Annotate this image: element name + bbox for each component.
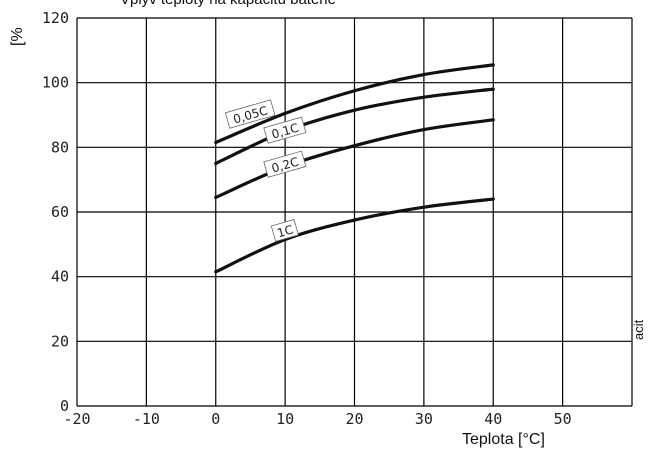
curve-label-box xyxy=(263,150,307,178)
curve-1C xyxy=(214,197,495,274)
y-tick-label: 0 xyxy=(60,397,69,415)
curve-label-0-05C: 0,05C xyxy=(224,99,276,129)
x-tick-label: 10 xyxy=(276,410,294,428)
tick-labels: -20 -10 0 10 20 30 40 50 0 20 40 60 80 100 120 xyxy=(42,9,572,428)
y-tick-label: 40 xyxy=(51,268,69,286)
curve-0-2C xyxy=(214,118,495,200)
y-tick-label: 100 xyxy=(42,74,69,92)
curve-label-box xyxy=(270,219,299,242)
x-tick-label: -20 xyxy=(63,410,90,428)
y-tick-label: 60 xyxy=(51,203,69,221)
y-tick-label: 120 xyxy=(42,9,69,27)
curves xyxy=(214,63,495,274)
y-axis-label: [% xyxy=(9,27,26,46)
x-axis-label: Teplota [°C] xyxy=(462,431,545,448)
curve-label-0-1C: 0,1C xyxy=(263,116,307,144)
x-tick-label: 50 xyxy=(554,410,572,428)
x-tick-label: -10 xyxy=(133,410,160,428)
grid xyxy=(76,17,633,407)
curve-label-0-2C: 0,2C xyxy=(263,150,307,178)
x-tick-label: 20 xyxy=(345,410,363,428)
curve-label-box xyxy=(224,99,276,129)
curve-0-05C xyxy=(214,63,495,145)
curve-label-1C: 1C xyxy=(270,219,299,242)
curve-0-1C xyxy=(214,87,495,166)
chart-title: Vplyv teploty na kapacitu batérie xyxy=(120,0,336,8)
y-tick-label: 20 xyxy=(51,332,69,350)
side-text: acit xyxy=(631,319,646,340)
x-tick-label: 30 xyxy=(415,410,433,428)
curve-label-box xyxy=(263,116,307,144)
x-tick-label: 40 xyxy=(484,410,502,428)
x-tick-label: 0 xyxy=(211,410,220,428)
y-tick-label: 80 xyxy=(51,138,69,156)
curve-label-text: 1C xyxy=(275,222,294,240)
